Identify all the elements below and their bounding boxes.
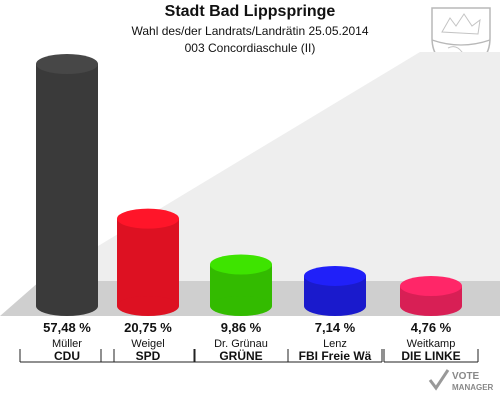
- candidate-label: Dr. Grünau: [214, 338, 268, 350]
- party-label: FBI Freie Wä: [299, 349, 372, 363]
- bar: [36, 54, 98, 316]
- bar: [304, 265, 366, 316]
- party-label: CDU: [54, 349, 80, 363]
- vote-manager-logo: VOTE MANAGER: [428, 369, 494, 392]
- data-label: 20,75 %: [124, 320, 172, 335]
- party-label: DIE LINKE: [401, 349, 460, 363]
- bar: [400, 275, 462, 316]
- chart-title: Stadt Bad Lippspringe: [164, 3, 336, 20]
- candidate-label: Weitkamp: [407, 338, 456, 350]
- candidate-label: Lenz: [323, 338, 347, 350]
- data-label: 4,76 %: [411, 320, 452, 335]
- chart-subtitle: Wahl des/der Landrats/Landrätin 25.05.20…: [131, 24, 369, 38]
- party-label: GRÜNE: [219, 348, 262, 363]
- chart-district: 003 Concordiaschule (II): [184, 41, 316, 55]
- chart-backdrop-shadow: [40, 52, 500, 281]
- data-label: 7,14 %: [315, 320, 356, 335]
- logo-text-manager: MANAGER: [452, 383, 494, 392]
- data-label: 57,48 %: [43, 320, 91, 335]
- bar: [117, 208, 179, 316]
- data-label: 9,86 %: [221, 320, 262, 335]
- bar: [210, 254, 272, 316]
- party-label: SPD: [136, 349, 161, 363]
- logo-text-vote: VOTE: [452, 371, 480, 382]
- candidate-label: Weigel: [131, 338, 164, 350]
- candidate-label: Müller: [52, 338, 82, 350]
